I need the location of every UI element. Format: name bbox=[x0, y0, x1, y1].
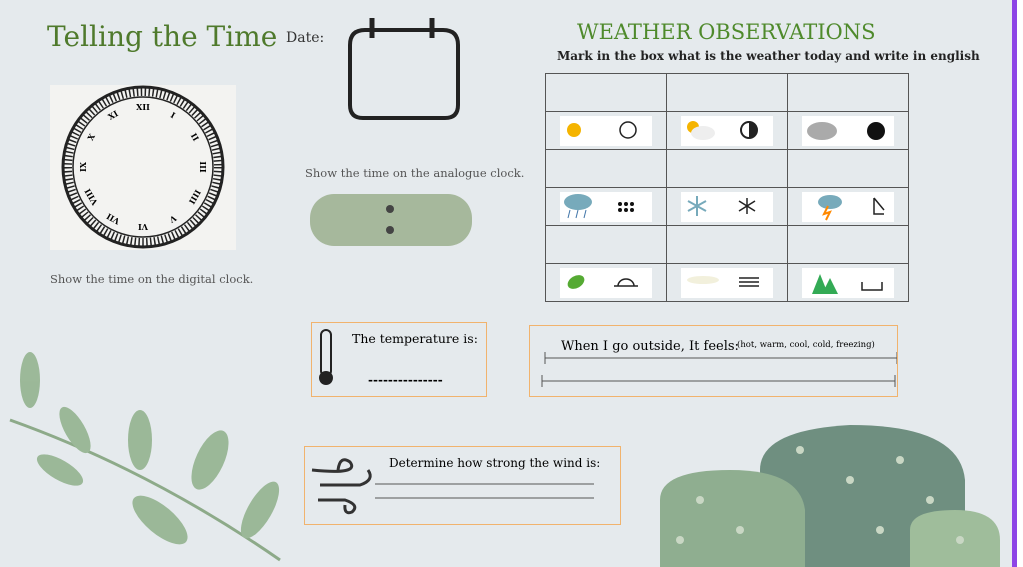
weather-icon bbox=[802, 268, 894, 298]
table-row bbox=[546, 112, 909, 150]
title: Telling the Time bbox=[47, 20, 277, 53]
weather-table bbox=[545, 73, 909, 302]
worksheet: XIIIIIIIIIIIIVVIVIIVIIIIXXXI Telling the… bbox=[0, 0, 1017, 567]
table-cell bbox=[667, 226, 788, 264]
weather-icon bbox=[560, 116, 652, 146]
table-cell bbox=[788, 74, 909, 112]
table-cell bbox=[667, 188, 788, 226]
blank: --------------- bbox=[368, 373, 443, 387]
weather-icon bbox=[802, 116, 894, 146]
clock-numeral: IX bbox=[78, 161, 88, 172]
table-row bbox=[546, 188, 909, 226]
caption: Show the time on the digital clock. bbox=[50, 272, 253, 286]
weather-title: WEATHER OBSERVATIONS bbox=[577, 20, 876, 44]
table-row bbox=[546, 226, 909, 264]
table-cell bbox=[667, 264, 788, 302]
instruction: Mark in the box what is the weather toda… bbox=[557, 49, 980, 63]
table-cell bbox=[667, 150, 788, 188]
wind-box: Determine how strong the wind is: bbox=[304, 446, 621, 525]
weather-icon bbox=[802, 192, 894, 222]
temperature-box: The temperature is: --------------- bbox=[311, 322, 487, 397]
table-cell bbox=[788, 264, 909, 302]
weather-icon bbox=[681, 116, 773, 146]
clock-numeral: VI bbox=[138, 222, 149, 232]
table-cell bbox=[788, 226, 909, 264]
table-cell bbox=[546, 264, 667, 302]
weather-icon bbox=[560, 192, 652, 222]
table-cell bbox=[788, 112, 909, 150]
table-row bbox=[546, 74, 909, 112]
table-cell bbox=[546, 188, 667, 226]
feels-box: When I go outside, It feels: (hot, warm,… bbox=[529, 325, 898, 397]
table-row bbox=[546, 150, 909, 188]
table-cell bbox=[788, 150, 909, 188]
table-cell bbox=[667, 112, 788, 150]
weather-icon bbox=[681, 192, 773, 222]
table-cell bbox=[546, 112, 667, 150]
table-cell bbox=[546, 150, 667, 188]
table-row bbox=[546, 264, 909, 302]
caption: Show the time on the analogue clock. bbox=[305, 166, 524, 180]
table-cell bbox=[788, 188, 909, 226]
label: The temperature is: bbox=[352, 331, 478, 346]
date-label: Date: bbox=[286, 30, 324, 46]
options: (hot, warm, cool, cold, freezing) bbox=[737, 340, 875, 350]
clock-numeral: XII bbox=[136, 102, 150, 112]
weather-icon bbox=[681, 268, 773, 298]
table-cell bbox=[667, 74, 788, 112]
label: Determine how strong the wind is: bbox=[389, 456, 600, 470]
table-cell bbox=[546, 74, 667, 112]
table-cell bbox=[546, 226, 667, 264]
clock-numeral: III bbox=[198, 161, 208, 172]
label: When I go outside, It feels: bbox=[561, 339, 739, 354]
weather-icon bbox=[560, 268, 652, 298]
